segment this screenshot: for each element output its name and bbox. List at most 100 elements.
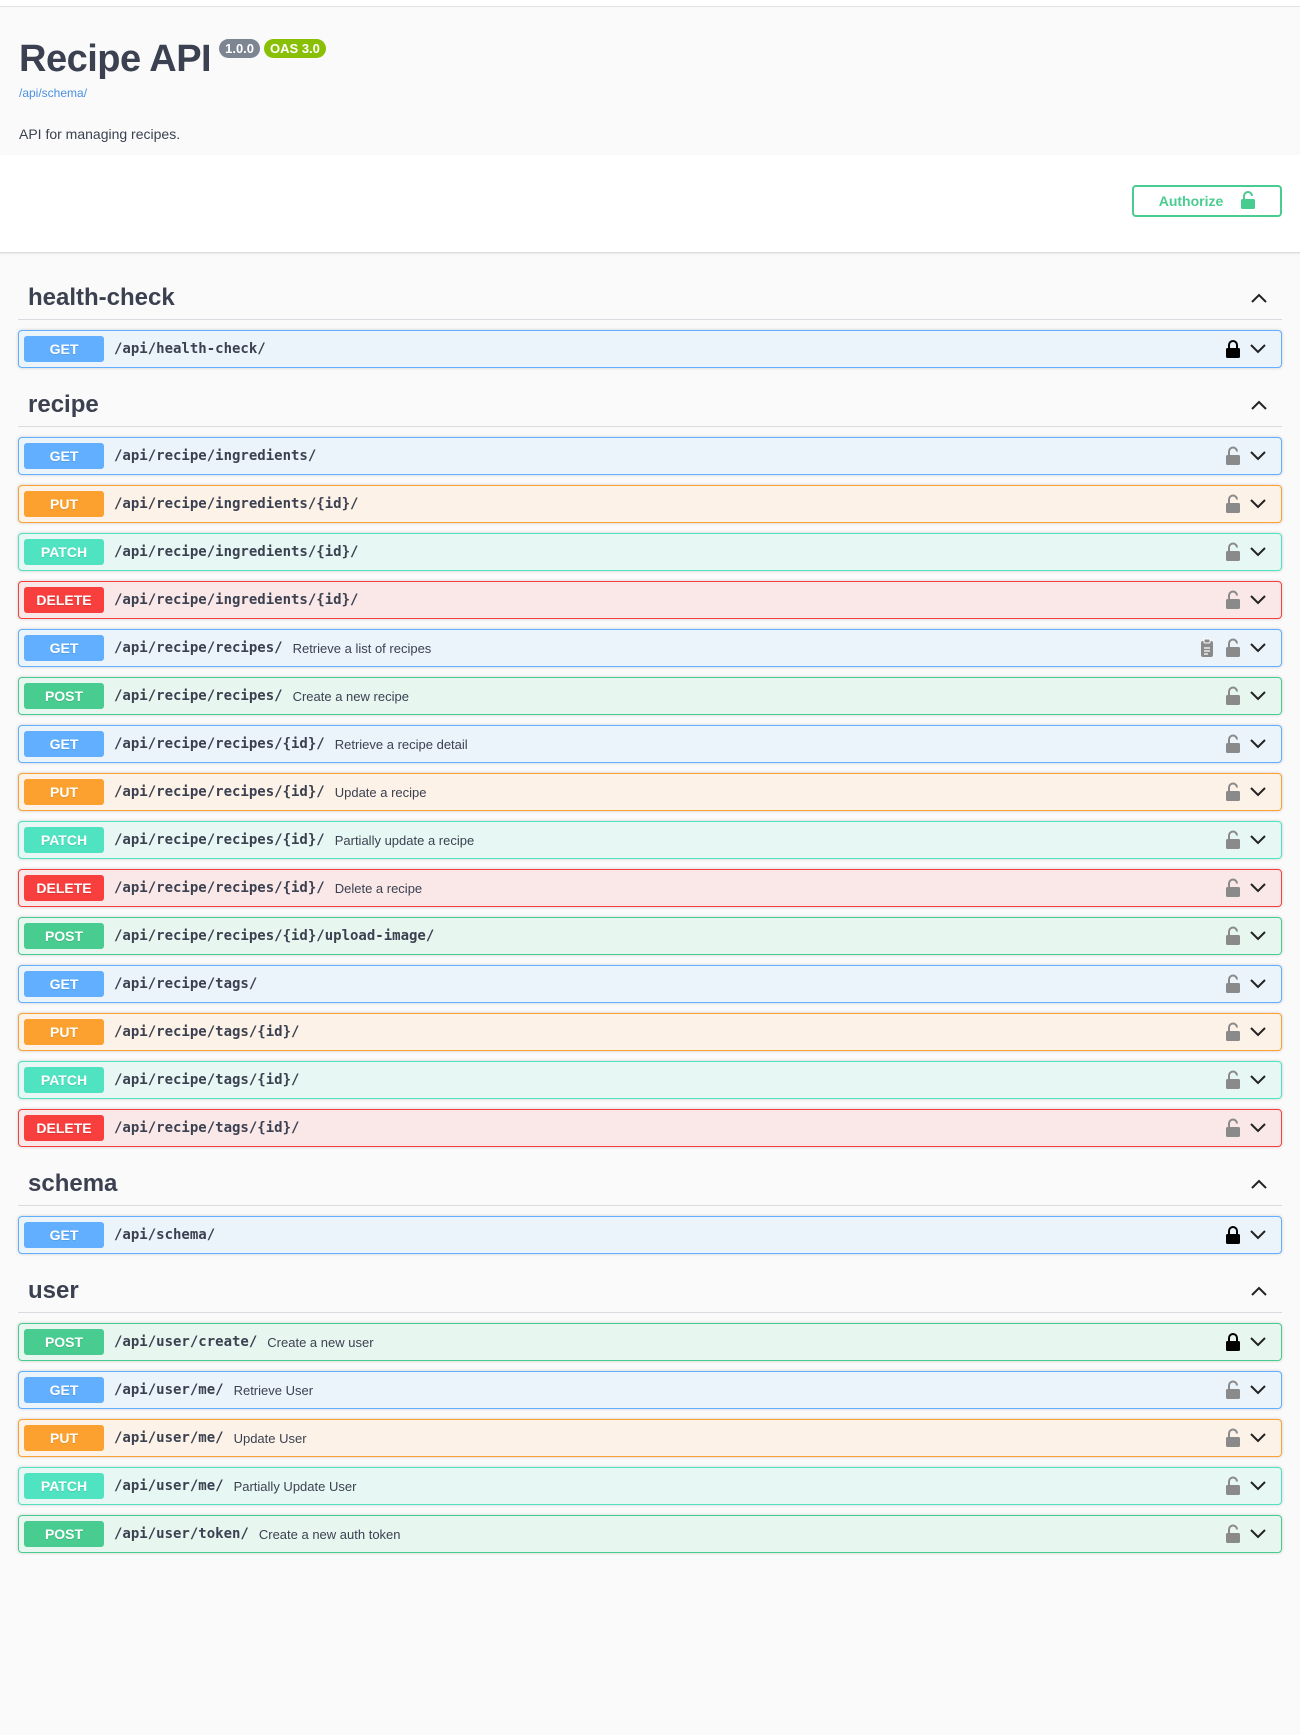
operation-summary: Create a new recipe [292, 688, 409, 704]
operation-row[interactable]: GET/api/recipe/tags/ [18, 965, 1282, 1003]
lock-open-icon[interactable] [1222, 1474, 1244, 1498]
lock-open-icon[interactable] [1222, 1116, 1244, 1140]
chevron-down-icon[interactable] [1244, 972, 1272, 996]
operation-path: /api/health-check/ [114, 341, 266, 357]
chevron-down-icon[interactable] [1244, 684, 1272, 708]
chevron-down-icon[interactable] [1244, 540, 1272, 564]
operation-row[interactable]: GET/api/schema/ [18, 1216, 1282, 1254]
operation-row[interactable]: PUT/api/recipe/recipes/{id}/ Update a rec… [18, 773, 1282, 811]
operation-row[interactable]: POST/api/user/token/Create a new auth to… [18, 1515, 1282, 1553]
operation-row[interactable]: PATCH/api/recipe/tags/{id}/ [18, 1061, 1282, 1099]
chevron-down-icon[interactable] [1244, 1330, 1272, 1354]
lock-open-icon[interactable] [1222, 540, 1244, 564]
chevron-up-icon[interactable] [1246, 1281, 1272, 1301]
scheme-container: Authorize [0, 155, 1300, 253]
operation-row[interactable]: PATCH/api/user/me/Partially Update User [18, 1467, 1282, 1505]
lock-open-icon[interactable] [1222, 1020, 1244, 1044]
operation-row[interactable]: DELETE/api/recipe/ingredients/{id}/ [18, 581, 1282, 619]
lock-open-icon[interactable] [1222, 492, 1244, 516]
info-section: Recipe API 1.0.0 OAS 3.0 /api/schema/ AP… [0, 7, 1300, 155]
schema-link[interactable]: /api/schema/ [19, 86, 88, 100]
operation-path: /api/recipe/recipes/{id}/ [114, 880, 325, 896]
chevron-down-icon[interactable] [1244, 492, 1272, 516]
operation-row[interactable]: DELETE/api/recipe/tags/{id}/ [18, 1109, 1282, 1147]
operation-summary: Create a new user [267, 1334, 374, 1350]
method-badge: GET [24, 731, 104, 757]
lock-open-icon[interactable] [1222, 780, 1244, 804]
operation-path: /api/recipe/recipes/{id}/ [114, 832, 325, 848]
api-title: Recipe API [19, 38, 212, 80]
operation-summary: Delete a recipe [334, 880, 423, 896]
lock-open-icon[interactable] [1222, 1522, 1244, 1546]
operation-row[interactable]: POST/api/recipe/recipes/Create a new rec… [18, 677, 1282, 715]
lock-open-icon[interactable] [1222, 732, 1244, 756]
lock-open-icon[interactable] [1222, 588, 1244, 612]
lock-open-icon[interactable] [1222, 924, 1244, 948]
chevron-down-icon[interactable] [1244, 1378, 1272, 1402]
lock-open-icon[interactable] [1222, 972, 1244, 996]
chevron-down-icon[interactable] [1244, 1020, 1272, 1044]
lock-open-icon[interactable] [1222, 828, 1244, 852]
operation-row[interactable]: POST/api/user/create/Create a new user [18, 1323, 1282, 1361]
lock-closed-icon[interactable] [1222, 1223, 1244, 1247]
copy-to-clipboard-icon[interactable] [1196, 636, 1218, 660]
operation-row[interactable]: GET/api/user/me/Retrieve User [18, 1371, 1282, 1409]
tag-header[interactable]: recipe [18, 384, 1282, 427]
operation-row[interactable]: DELETE/api/recipe/recipes/{id}/ Delete a … [18, 869, 1282, 907]
lock-open-icon[interactable] [1222, 1378, 1244, 1402]
authorize-button[interactable]: Authorize [1132, 185, 1282, 217]
lock-open-icon[interactable] [1222, 684, 1244, 708]
chevron-down-icon[interactable] [1244, 337, 1272, 361]
chevron-down-icon[interactable] [1244, 1116, 1272, 1140]
operation-row[interactable]: PUT/api/user/me/Update User [18, 1419, 1282, 1457]
lock-open-icon[interactable] [1222, 1426, 1244, 1450]
chevron-down-icon[interactable] [1244, 924, 1272, 948]
operation-row[interactable]: GET/api/health-check/ [18, 330, 1282, 368]
operation-row[interactable]: GET/api/recipe/recipes/{id}/ Retrieve a r… [18, 725, 1282, 763]
chevron-down-icon[interactable] [1244, 1223, 1272, 1247]
chevron-down-icon[interactable] [1244, 732, 1272, 756]
chevron-down-icon[interactable] [1244, 1426, 1272, 1450]
lock-open-icon[interactable] [1222, 876, 1244, 900]
operation-path: /api/recipe/tags/{id}/ [114, 1024, 300, 1040]
operation-row[interactable]: PATCH/api/recipe/recipes/{id}/ Partially … [18, 821, 1282, 859]
operation-path: /api/recipe/tags/{id}/ [114, 1072, 300, 1088]
chevron-down-icon[interactable] [1244, 1474, 1272, 1498]
operation-row[interactable]: GET/api/recipe/ingredients/ [18, 437, 1282, 475]
chevron-down-icon[interactable] [1244, 780, 1272, 804]
operation-row[interactable]: POST/api/recipe/recipes/{id}/upload-imag… [18, 917, 1282, 955]
top-rule [0, 0, 1300, 7]
chevron-up-icon[interactable] [1246, 288, 1272, 308]
operation-path: /api/recipe/ingredients/{id}/ [114, 496, 359, 512]
operation-path: /api/recipe/recipes/{id}/upload-image/ [114, 928, 435, 944]
operation-path: /api/recipe/tags/{id}/ [114, 1120, 300, 1136]
chevron-up-icon[interactable] [1246, 395, 1272, 415]
operation-row[interactable]: GET/api/recipe/recipes/Retrieve a list o… [18, 629, 1282, 667]
chevron-down-icon[interactable] [1244, 636, 1272, 660]
chevron-down-icon[interactable] [1244, 444, 1272, 468]
chevron-down-icon[interactable] [1244, 1522, 1272, 1546]
tag-name: user [28, 1277, 79, 1304]
tag-header[interactable]: health-check [18, 277, 1282, 320]
operation-path: /api/recipe/ingredients/{id}/ [114, 544, 359, 560]
operation-row[interactable]: PUT/api/recipe/tags/{id}/ [18, 1013, 1282, 1051]
operation-row[interactable]: PUT/api/recipe/ingredients/{id}/ [18, 485, 1282, 523]
method-badge: PUT [24, 1425, 104, 1451]
lock-closed-icon[interactable] [1222, 337, 1244, 361]
lock-open-icon[interactable] [1222, 636, 1244, 660]
lock-open-icon[interactable] [1222, 444, 1244, 468]
chevron-down-icon[interactable] [1244, 1068, 1272, 1092]
unlock-icon [1241, 190, 1256, 212]
tag-name: health-check [28, 284, 175, 311]
operation-row[interactable]: PATCH/api/recipe/ingredients/{id}/ [18, 533, 1282, 571]
lock-closed-icon[interactable] [1222, 1330, 1244, 1354]
oas-badge: OAS 3.0 [264, 39, 326, 58]
chevron-down-icon[interactable] [1244, 588, 1272, 612]
tag-header[interactable]: user [18, 1270, 1282, 1313]
chevron-down-icon[interactable] [1244, 876, 1272, 900]
tag-header[interactable]: schema [18, 1163, 1282, 1206]
lock-open-icon[interactable] [1222, 1068, 1244, 1092]
chevron-down-icon[interactable] [1244, 828, 1272, 852]
chevron-up-icon[interactable] [1246, 1174, 1272, 1194]
method-badge: DELETE [24, 875, 104, 901]
